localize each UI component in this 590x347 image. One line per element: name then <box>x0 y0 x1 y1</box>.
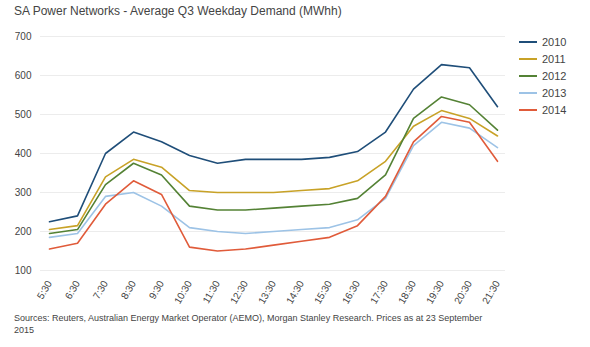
svg-text:19:30: 19:30 <box>424 278 446 306</box>
svg-text:16:30: 16:30 <box>340 278 362 306</box>
html-text:2015: 2015 <box>14 325 34 335</box>
svg-text:5:30: 5:30 <box>35 278 54 301</box>
svg-text:700: 700 <box>15 31 32 42</box>
html-text:2011: 2011 <box>542 53 566 65</box>
svg-text:7:30: 7:30 <box>91 278 110 301</box>
html-text:SA Power Networks - Average Q3: SA Power Networks - Average Q3 Weekday D… <box>14 4 342 18</box>
svg-text:12:30: 12:30 <box>228 278 250 306</box>
svg-text:18:30: 18:30 <box>396 278 418 306</box>
svg-text:600: 600 <box>15 70 32 81</box>
html-text:2010: 2010 <box>542 36 567 48</box>
svg-text:100: 100 <box>15 265 32 276</box>
html-text:2013: 2013 <box>542 87 567 99</box>
svg-text:300: 300 <box>15 187 32 198</box>
svg-text:11:30: 11:30 <box>200 278 222 305</box>
html-text:2012: 2012 <box>542 70 567 82</box>
svg-text:9:30: 9:30 <box>147 278 166 301</box>
svg-text:13:30: 13:30 <box>256 278 278 306</box>
svg-text:8:30: 8:30 <box>119 278 138 301</box>
svg-text:15:30: 15:30 <box>312 278 334 306</box>
svg-text:20:30: 20:30 <box>452 278 474 306</box>
svg-text:500: 500 <box>15 109 32 120</box>
svg-text:6:30: 6:30 <box>63 278 82 301</box>
svg-text:17:30: 17:30 <box>368 278 390 306</box>
svg-text:200: 200 <box>15 226 32 237</box>
svg-text:14:30: 14:30 <box>284 278 306 306</box>
html-text:Sources: Reuters, Australian E: Sources: Reuters, Australian Energy Mark… <box>14 313 483 323</box>
svg-text:21:30: 21:30 <box>480 278 502 306</box>
svg-text:400: 400 <box>15 148 32 159</box>
html-text:2014: 2014 <box>542 104 567 116</box>
svg-text:10:30: 10:30 <box>172 278 194 306</box>
